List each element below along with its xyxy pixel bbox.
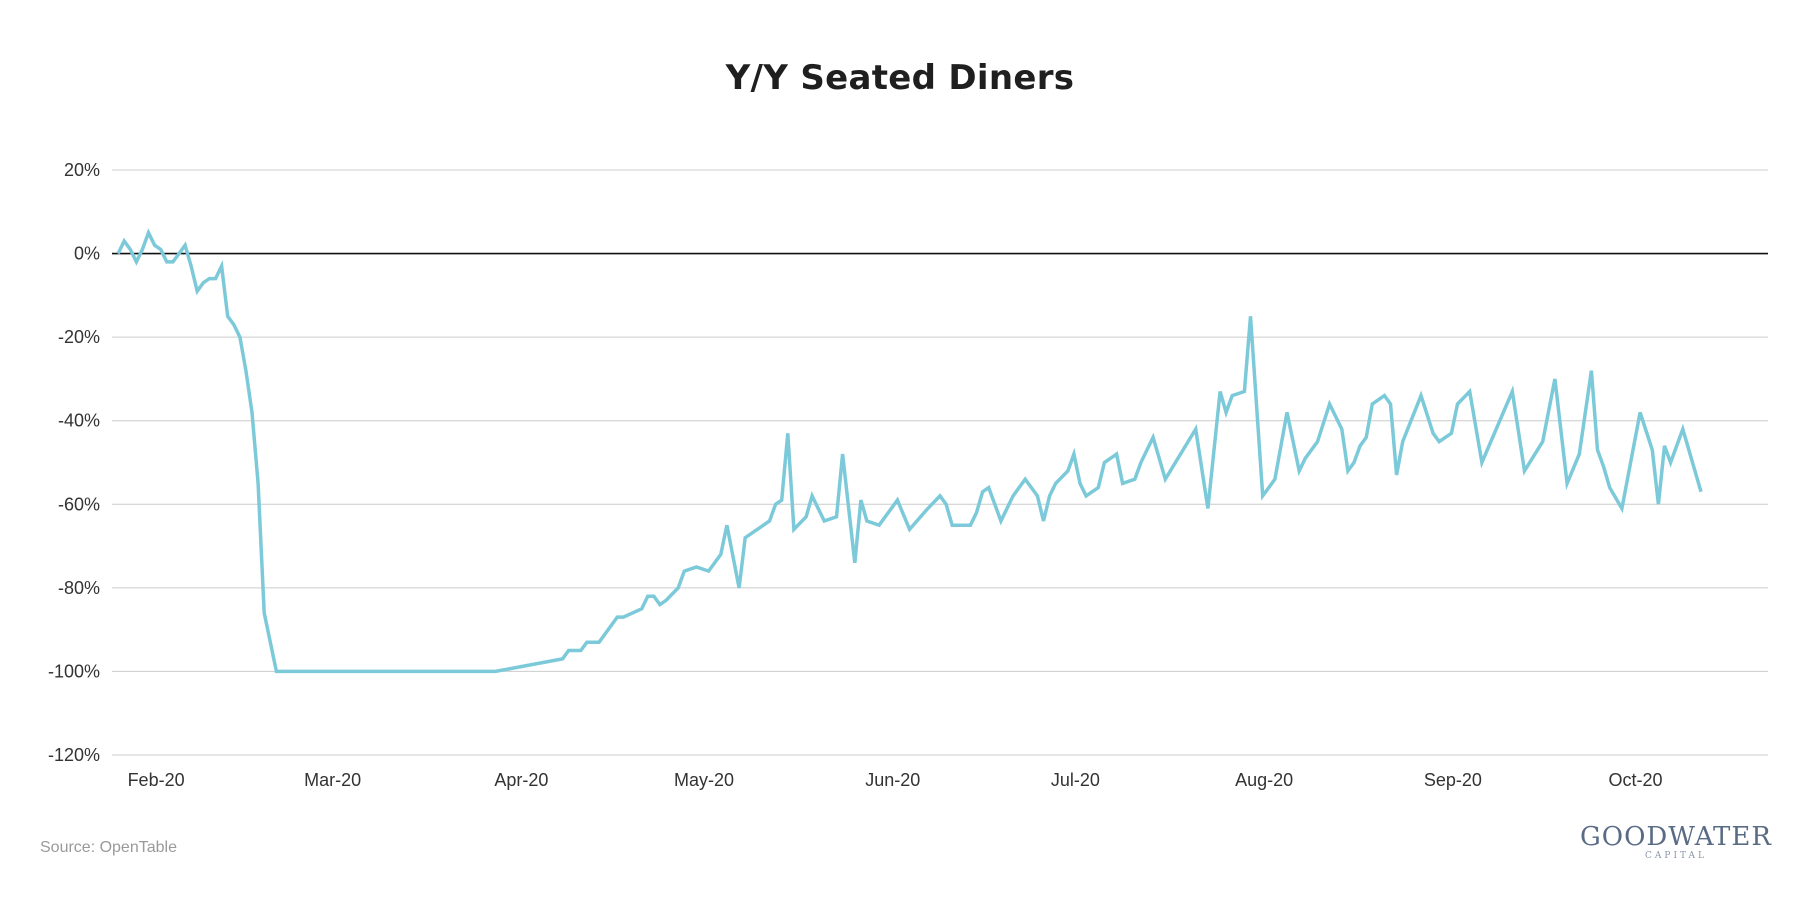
x-tick-label: Jun-20 xyxy=(865,770,920,790)
source-note: Source: OpenTable xyxy=(40,839,177,856)
x-tick-label: May-20 xyxy=(674,770,734,790)
brand-logo-name: GOODWATER xyxy=(1580,822,1772,852)
x-tick-label: Oct-20 xyxy=(1609,770,1663,790)
x-tick-label: Jul-20 xyxy=(1051,770,1100,790)
chart-title: Y/Y Seated Diners xyxy=(725,58,1075,98)
x-tick-label: Mar-20 xyxy=(304,770,361,790)
y-tick-label: -40% xyxy=(58,411,100,431)
brand-logo: GOODWATER CAPITAL xyxy=(1578,823,1774,861)
y-axis-tick-labels: 20% 0% -20% -40% -60% -80% -100% -120% xyxy=(48,160,100,765)
series-line xyxy=(116,228,1703,674)
x-tick-label: Aug-20 xyxy=(1235,770,1293,790)
y-tick-label: 20% xyxy=(64,160,100,180)
y-tick-label: -20% xyxy=(58,327,100,347)
y-tick-label: -120% xyxy=(48,745,100,765)
x-tick-label: Sep-20 xyxy=(1424,770,1482,790)
y-tick-label: -60% xyxy=(58,494,100,514)
y-tick-label: 0% xyxy=(74,244,100,264)
series-layer xyxy=(116,228,1703,674)
brand-logo-subtitle: CAPITAL xyxy=(1645,851,1707,861)
y-tick-label: -100% xyxy=(48,661,100,681)
x-axis-tick-labels: Feb-20 Mar-20 Apr-20 May-20 Jun-20 Jul-20 Aug-… xyxy=(128,770,1663,790)
x-tick-label: Feb-20 xyxy=(128,770,185,790)
x-tick-label: Apr-20 xyxy=(494,770,548,790)
gridlines xyxy=(112,169,1768,756)
y-tick-label: -80% xyxy=(58,578,100,598)
